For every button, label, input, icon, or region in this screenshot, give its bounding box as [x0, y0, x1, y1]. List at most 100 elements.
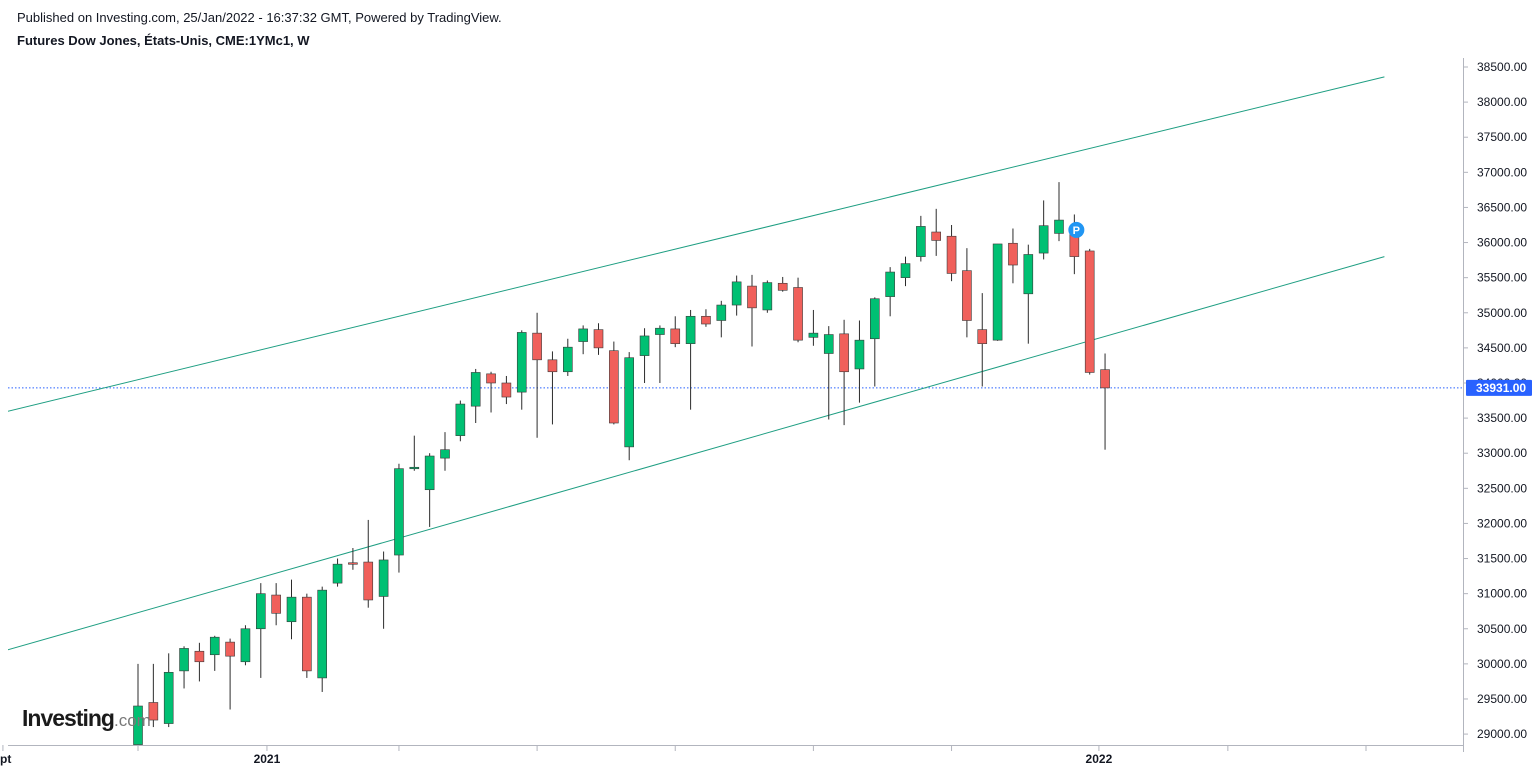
logo-text: Investing: [22, 705, 115, 731]
candle: [593, 323, 604, 355]
candle: [1023, 244, 1034, 344]
candle-body: [639, 335, 650, 356]
candle-body: [409, 466, 420, 470]
candle-body: [1084, 250, 1095, 373]
candle: [916, 215, 926, 262]
candle: [701, 309, 711, 327]
candle-body: [839, 333, 849, 373]
candle: [194, 642, 205, 682]
candle: [609, 341, 619, 425]
y-tick-label: 37500.00: [1477, 130, 1527, 144]
candle-body: [716, 304, 727, 321]
candle-body: [946, 235, 957, 274]
candle-body: [394, 468, 404, 556]
candle-body: [869, 298, 880, 340]
candle-body: [685, 315, 696, 344]
candle-body: [593, 329, 604, 349]
candle-body: [1023, 254, 1034, 295]
y-tick-label: 36500.00: [1477, 200, 1527, 214]
candle-body: [578, 328, 588, 342]
candle-body: [240, 628, 251, 663]
candle-body: [348, 562, 358, 565]
candle: [332, 558, 343, 587]
logo-suffix: .com: [113, 711, 151, 730]
candle-body: [1054, 219, 1064, 234]
candle-body: [992, 243, 1003, 341]
x-tick-label: pt: [0, 752, 11, 766]
candle: [363, 519, 374, 608]
candle-body: [1008, 242, 1018, 266]
y-tick-label: 33500.00: [1477, 411, 1527, 425]
candle: [747, 274, 757, 347]
channel-line-upper: [8, 76, 1385, 412]
candle: [777, 276, 788, 292]
current-price-box: [1466, 379, 1532, 396]
candle: [486, 371, 496, 413]
p-marker: [1068, 221, 1085, 238]
candle: [793, 277, 803, 343]
candle-body: [179, 648, 189, 672]
candle: [240, 625, 251, 666]
candle: [547, 351, 558, 425]
candle-body: [163, 671, 174, 724]
candle-body: [516, 332, 527, 393]
candle-body: [271, 594, 281, 614]
y-tick-label: 38000.00: [1477, 95, 1527, 109]
candle: [639, 328, 650, 383]
candle-body: [854, 339, 865, 370]
candle: [685, 309, 696, 410]
candle: [255, 583, 266, 678]
candle: [225, 638, 235, 710]
candle-body: [486, 373, 496, 384]
candle-body: [378, 559, 389, 597]
candle: [394, 463, 404, 573]
candle-body: [317, 589, 328, 679]
candle-body: [1100, 369, 1110, 389]
candle-body: [133, 705, 143, 745]
candle: [762, 280, 773, 313]
candle-body: [1038, 225, 1049, 254]
chart-axes: [2, 58, 1468, 752]
candle-body: [916, 226, 926, 257]
candle: [440, 432, 450, 471]
candle-body: [624, 357, 635, 448]
candle: [179, 646, 189, 689]
candle-body: [209, 636, 220, 656]
candle: [624, 352, 635, 461]
candle-body: [609, 350, 619, 424]
candle-body: [670, 328, 681, 344]
candle: [163, 653, 174, 728]
published-info: Published on Investing.com, 25/Jan/2022 …: [17, 10, 502, 25]
y-tick-label: 31500.00: [1477, 552, 1527, 566]
candlestick-series: [133, 182, 1110, 745]
candle-body: [440, 449, 450, 459]
y-tick-label: 30000.00: [1477, 657, 1527, 671]
candle-body: [977, 329, 988, 344]
candle: [670, 316, 681, 348]
y-tick-label: 36000.00: [1477, 236, 1527, 250]
current-price-text: 33931.00: [1476, 381, 1526, 395]
candle-body: [931, 231, 942, 241]
candle: [409, 435, 420, 471]
candle: [378, 551, 389, 629]
candle: [302, 593, 312, 678]
candle: [1084, 248, 1095, 375]
candle-body: [777, 282, 788, 291]
candle: [424, 453, 435, 527]
current-price-label: 33931.00: [1466, 379, 1532, 396]
candle: [977, 293, 988, 387]
candle: [655, 325, 665, 383]
candle: [1100, 353, 1110, 450]
candle-body: [455, 403, 466, 436]
candle: [900, 256, 911, 287]
candle: [716, 300, 727, 338]
candle-body: [255, 593, 266, 630]
candle: [532, 312, 542, 438]
candle-body: [332, 563, 343, 584]
candle: [148, 663, 159, 728]
y-tick-label: 30500.00: [1477, 622, 1527, 636]
candle-body: [885, 271, 895, 297]
candle-body: [363, 561, 374, 601]
candle: [578, 325, 588, 355]
